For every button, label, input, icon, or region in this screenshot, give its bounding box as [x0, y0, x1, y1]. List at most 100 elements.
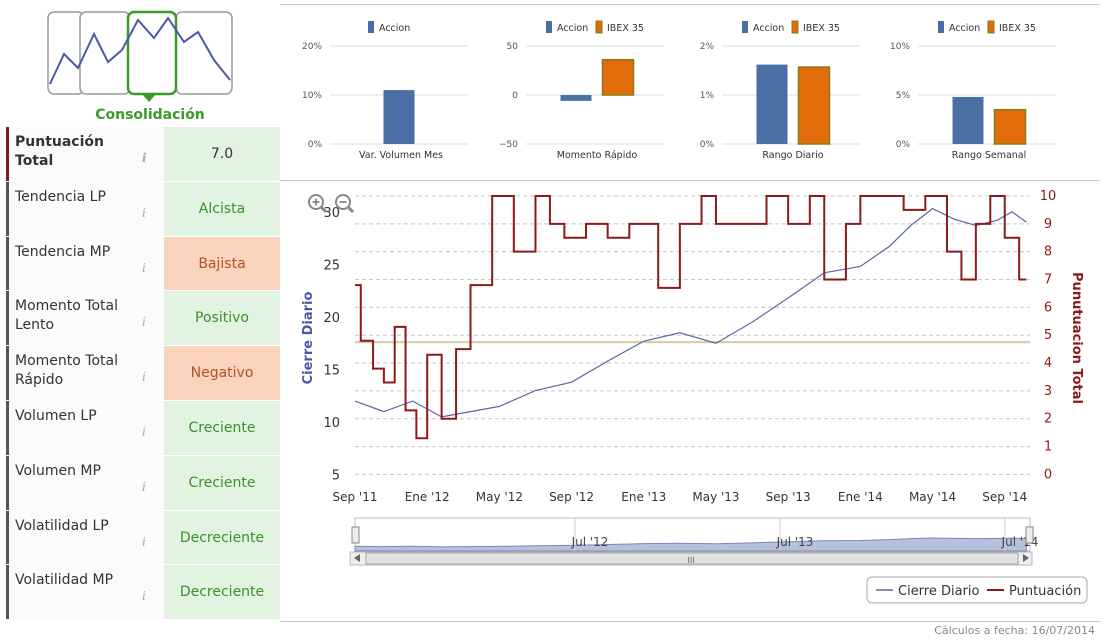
- mini-chart-title: Rango Semanal: [952, 150, 1027, 161]
- score-row: Momento Total Lento i Positivo: [6, 290, 280, 346]
- score-label: Volatilidad LP: [15, 517, 109, 534]
- score-label-cell: Tendencia MP i: [6, 236, 164, 291]
- range-navigator[interactable]: Jul '12 Jul '13 Jul '14: [351, 517, 1038, 552]
- score-row: Puntuación Total i 7.0: [6, 126, 280, 181]
- score-row: Tendencia LP i Alcista: [6, 180, 280, 236]
- legend-swatch-ibex: [791, 20, 799, 34]
- legend-label: Accion: [379, 23, 410, 34]
- x-tick-label: May '13: [692, 490, 739, 504]
- left-tick-label: 20: [323, 311, 340, 326]
- zoom-in-lens: [308, 194, 324, 210]
- score-label-cell: Volatilidad MP i: [6, 565, 164, 620]
- y-tick-label: 0%: [896, 140, 911, 150]
- right-tick-label: 6: [1044, 300, 1052, 315]
- left-tick-label: 30: [323, 206, 340, 221]
- score-value: Creciente: [164, 401, 280, 455]
- bar-ibex: [797, 66, 831, 145]
- left-tick-label: 25: [323, 258, 340, 273]
- zoom-out-icon[interactable]: [335, 194, 355, 214]
- price-line: [354, 207, 1027, 418]
- y-tick-label: 0: [512, 91, 518, 101]
- x-tick-label: May '14: [909, 490, 956, 504]
- right-tick-label: 0: [1044, 467, 1052, 482]
- navigator-scrollbar[interactable]: III: [349, 551, 1033, 566]
- y-tick-label: 0%: [308, 140, 323, 150]
- bar-ibex: [993, 108, 1027, 145]
- score-label: Volumen MP: [15, 462, 101, 479]
- zoom-out-handle: [346, 205, 355, 214]
- logo-pane-2: [79, 11, 131, 95]
- x-tick-label: May '12: [476, 490, 523, 504]
- scroll-right-icon: [1023, 554, 1029, 562]
- logo-label: Consolidación: [95, 107, 205, 123]
- zoom-in-icon[interactable]: [308, 194, 328, 214]
- divider-bottom: [280, 621, 1100, 622]
- x-tick-label: Sep '14: [982, 490, 1027, 504]
- right-axis-title: Punutuacion Total: [1069, 272, 1084, 404]
- x-tick-label: Ene '14: [838, 490, 883, 504]
- main-legend: Cierre Diario Puntuación: [866, 576, 1088, 604]
- score-line: [355, 195, 1027, 440]
- score-value: Alcista: [164, 181, 280, 236]
- left-tick-label: 10: [323, 416, 340, 431]
- x-tick-label: Ene '13: [621, 490, 666, 504]
- x-tick-label: Ene '12: [405, 490, 450, 504]
- info-icon[interactable]: i: [142, 534, 146, 549]
- score-label-cell: Momento Total Rápido i: [6, 346, 164, 401]
- legend-swatch-accion: [938, 21, 944, 33]
- info-icon[interactable]: i: [142, 260, 146, 275]
- info-icon[interactable]: i: [142, 589, 146, 604]
- score-panel: Consolidación Puntuación Total i 7.0 Tenden…: [6, 6, 280, 622]
- right-tick-label: 7: [1044, 273, 1052, 288]
- score-row: Volumen LP i Creciente: [6, 400, 280, 455]
- bar-accion: [952, 96, 984, 144]
- legend-label: Accion: [753, 23, 784, 34]
- score-value: Bajista: [164, 236, 280, 291]
- mini-bar-charts: 20% 10% 0% Accion Var. Volumen Mes 50 0 −50 Acci…: [302, 20, 1056, 161]
- legend-swatch-ibex: [595, 20, 603, 34]
- legend-label: IBEX 35: [607, 23, 644, 34]
- navigator-handle-left: [351, 526, 360, 544]
- bar-accion: [560, 95, 592, 101]
- y-tick-label: 50: [507, 42, 519, 52]
- y-tick-label: 0%: [700, 140, 715, 150]
- mini-chart-title: Momento Rápido: [557, 150, 638, 161]
- info-icon[interactable]: i: [142, 315, 146, 330]
- info-icon[interactable]: i: [142, 425, 146, 439]
- right-tick-label: 1: [1044, 440, 1052, 455]
- mini-chart: 20% 10% 0% Accion Var. Volumen Mes: [302, 21, 468, 161]
- score-value: Positivo: [164, 291, 280, 346]
- legend-label: Accion: [557, 23, 588, 34]
- calculation-date: Cálculos a fecha: 16/07/2014: [934, 624, 1095, 637]
- legend-label: Accion: [949, 23, 980, 34]
- y-tick-label: 1%: [700, 91, 715, 101]
- score-label: Puntuación Total: [15, 134, 104, 169]
- info-icon[interactable]: i: [142, 370, 146, 385]
- score-label-cell: Tendencia LP i: [6, 181, 164, 236]
- y-tick-label: −50: [499, 140, 518, 150]
- navigator-label: Jul '12: [571, 535, 609, 549]
- score-label-cell: Volumen LP i: [6, 401, 164, 455]
- navigator-handle-right: [1025, 526, 1034, 544]
- score-label-cell: Volatilidad LP i: [6, 510, 164, 565]
- score-label: Tendencia LP: [15, 188, 106, 205]
- score-label: Volumen LP: [15, 408, 97, 424]
- zoom-in-handle: [319, 205, 328, 214]
- info-icon[interactable]: i: [142, 151, 147, 165]
- info-icon[interactable]: i: [142, 479, 146, 494]
- logo-pointer-icon: [142, 94, 156, 102]
- legend-swatch-accion: [742, 21, 748, 33]
- info-icon[interactable]: i: [142, 205, 146, 220]
- mini-chart: 2% 1% 0% Accion IBEX 35 Rango Diario: [700, 20, 860, 161]
- right-tick-label: 2: [1044, 412, 1052, 427]
- y-tick-label: 20%: [302, 42, 322, 52]
- score-row: Volumen MP i Creciente: [6, 454, 280, 510]
- price-score-chart: 0 1 2 3 4 5 6 7 8 9 10 5 10 15 20 25 30 Sep '11 Ene '12 May…: [301, 189, 1088, 604]
- right-tick-label: 4: [1044, 356, 1052, 371]
- score-value: Decreciente: [164, 510, 280, 565]
- score-label: Momento Total Rápido: [15, 353, 118, 389]
- navigator-area: [354, 537, 1027, 552]
- score-label: Volatilidad MP: [15, 572, 114, 589]
- zoom-out-lens: [335, 194, 351, 210]
- score-value: Negativo: [164, 346, 280, 401]
